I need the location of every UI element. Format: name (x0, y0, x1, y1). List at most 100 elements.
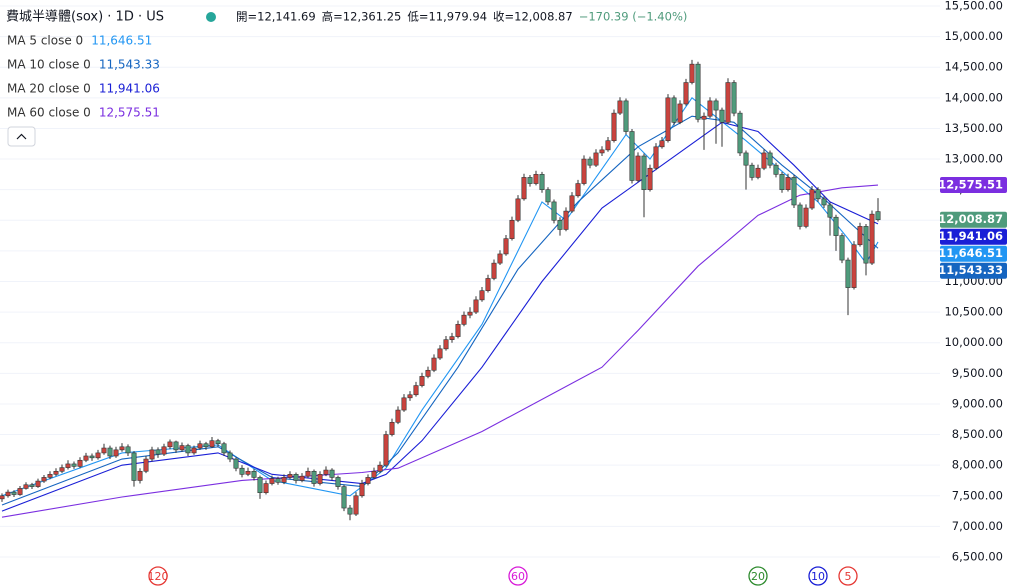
y-tick-label: 10,500.00 (944, 305, 1003, 319)
y-tick-label: 14,500.00 (944, 60, 1003, 74)
bar-marker-label: 60 (511, 570, 525, 583)
candle-body (833, 216, 839, 236)
candle-body (113, 449, 119, 457)
candle-body (47, 474, 53, 478)
y-tick-label: 7,500.00 (952, 488, 1003, 502)
candle-body (41, 477, 47, 482)
candle-body (827, 204, 833, 218)
candle-body (101, 447, 107, 454)
candle-body (533, 174, 539, 184)
candle-body (107, 447, 113, 457)
candle-body (803, 207, 809, 227)
candle-body (659, 140, 665, 148)
candle-body (251, 470, 257, 478)
candle-body (185, 445, 191, 454)
candle-body (323, 469, 329, 475)
candle-body (449, 336, 455, 340)
candle-body (137, 470, 143, 481)
legend-name: MA 20 close 0 (7, 82, 91, 96)
candle-body (371, 470, 377, 478)
candle-body (383, 434, 389, 466)
y-tick-label: 8,000.00 (952, 458, 1003, 472)
candle-body (287, 474, 293, 478)
candle-body (329, 469, 335, 478)
candle-body (713, 100, 719, 111)
candle-body (863, 226, 869, 264)
bar-marker-label: 20 (751, 570, 765, 583)
candle-body (209, 440, 215, 448)
candle-body (779, 174, 785, 190)
candle-body (161, 446, 167, 455)
candle-body (725, 82, 731, 123)
candle-body (335, 477, 341, 487)
candle-body (11, 491, 17, 495)
ma-line (1, 115, 879, 506)
candle-body (737, 112, 743, 154)
candle-body (485, 278, 491, 291)
candle-body (23, 484, 29, 489)
ohlc-value: 開=12,141.69 (236, 10, 316, 24)
candle-body (239, 467, 245, 475)
candle-body (365, 477, 371, 484)
candle-body (503, 238, 509, 255)
candle-body (773, 164, 779, 175)
candle-body (191, 447, 197, 454)
candle-body (563, 210, 569, 230)
candle-body (119, 446, 125, 451)
price-tag-label: 11,543.33 (938, 263, 1003, 277)
candle-body (227, 452, 233, 460)
bar-marker (838, 566, 858, 586)
y-tick-label: 15,000.00 (944, 29, 1003, 43)
candle-body (635, 155, 641, 181)
candle-body (599, 149, 605, 154)
candle-body (269, 478, 275, 484)
candle-body (5, 491, 11, 497)
candle-body (539, 174, 545, 190)
candle-body (359, 483, 365, 497)
candle-body (617, 100, 623, 114)
candle-body (89, 455, 95, 459)
candle-body (245, 470, 251, 475)
candle-body (131, 452, 137, 481)
candle-body (353, 495, 359, 515)
candle-body (551, 201, 557, 221)
legend-value: 11,543.33 (99, 58, 160, 72)
candle-body (437, 348, 443, 359)
candle-body (83, 455, 89, 461)
candle-body (671, 97, 677, 123)
candle-body (707, 100, 713, 117)
candle-body (317, 474, 323, 484)
candle-body (689, 63, 695, 83)
price-tag-label: 12,575.51 (938, 178, 1003, 192)
candle-body (407, 394, 413, 399)
candle-body (215, 440, 221, 445)
y-tick-label: 8,500.00 (952, 427, 1003, 441)
candle-body (431, 357, 437, 371)
candle-body (791, 177, 797, 206)
candle-body (749, 164, 755, 178)
candle-body (17, 488, 23, 495)
collapse-button[interactable] (7, 126, 36, 147)
candle-body (347, 507, 353, 515)
legend-name: MA 5 close 0 (7, 34, 83, 48)
candle-body (695, 63, 701, 120)
legend-value: 11,646.51 (91, 34, 152, 48)
candle-body (641, 155, 647, 190)
candle-body (797, 204, 803, 227)
bar-marker (748, 566, 768, 586)
candle-body (575, 183, 581, 197)
price-tag (940, 262, 1007, 279)
ohlc-value: 收=12,008.87 (493, 10, 573, 24)
candle-body (299, 475, 305, 481)
candle-body (761, 152, 767, 169)
candle-body (839, 235, 845, 261)
candle-body (473, 299, 479, 313)
candle-body (785, 177, 791, 190)
candle-body (149, 449, 155, 460)
ma-line (1, 121, 879, 512)
ohlc-value: 低=11,979.94 (407, 10, 487, 24)
collapse-icon (16, 133, 27, 140)
candle-body (173, 441, 179, 451)
candle-body (491, 262, 497, 279)
candle-body (569, 195, 575, 212)
